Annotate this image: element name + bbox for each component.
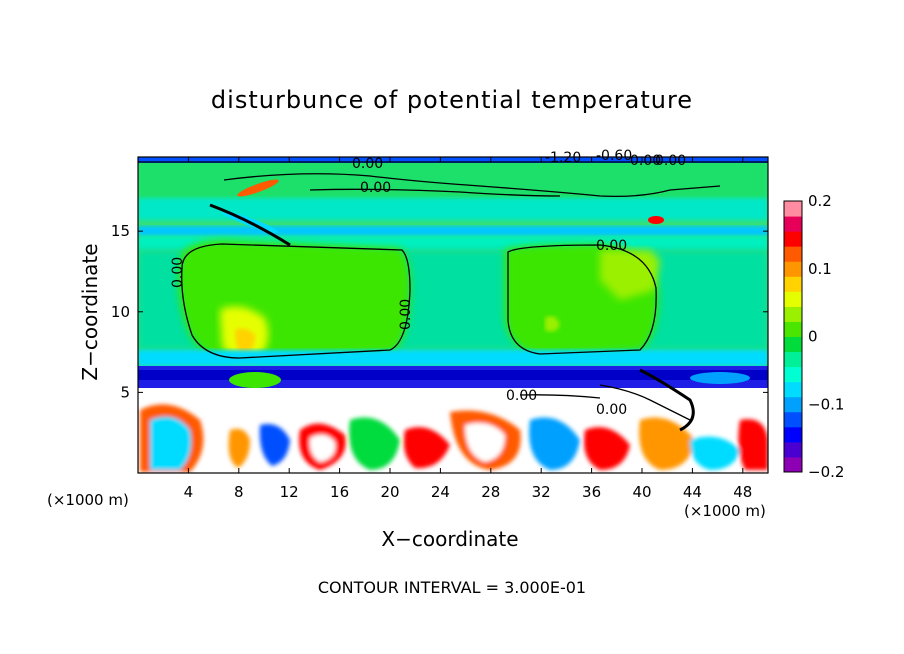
y-tick-label: 15 (111, 222, 130, 240)
x-tick-label: 24 (431, 483, 450, 501)
chart-title: disturbunce of potential temperature (210, 86, 694, 114)
colorbar-swatch (784, 276, 802, 292)
x-tick-label: 40 (632, 483, 651, 501)
x-unit-label-left: (×1000 m) (47, 491, 129, 509)
colorbar-swatch (784, 246, 802, 262)
y-tick-label: 10 (111, 303, 130, 321)
contour-interval-note: CONTOUR INTERVAL = 3.000E-01 (317, 578, 587, 597)
colorbar-swatch (784, 231, 802, 247)
colorbar-swatch (784, 441, 802, 458)
colorbar-label: 0.2 (808, 192, 832, 210)
x-axis-label: X−coordinate (381, 527, 519, 551)
colorbar-swatch (784, 321, 802, 337)
contour-label: 0.00 (506, 388, 537, 404)
colorbar-swatch (784, 336, 802, 353)
colorbar-swatch (784, 261, 802, 277)
colorbar-swatch (784, 396, 802, 413)
colorbar-frame (783, 200, 803, 473)
colorbar-swatch (784, 456, 802, 473)
x-tick-label: 8 (234, 483, 244, 501)
colorbar-swatch (784, 306, 802, 322)
contour-label: -1.20 (545, 150, 581, 166)
contour-label: 0.00 (360, 180, 391, 196)
colorbar-label: 0 (808, 328, 818, 346)
colorbar-swatch (784, 411, 802, 428)
x-tick-label: 16 (330, 483, 349, 501)
x-tick-label: 20 (380, 483, 399, 501)
colorbar-swatch (784, 426, 802, 443)
temperature-field (138, 157, 768, 473)
x-tick-label: 12 (280, 483, 299, 501)
colorbar-label: −0.2 (808, 463, 844, 481)
contour-label: 0.00 (596, 402, 627, 418)
x-tick-label: 48 (733, 483, 752, 501)
contour-label: 0.00 (596, 238, 627, 254)
contour-lines (138, 161, 768, 432)
x-tick-label: 28 (481, 483, 500, 501)
colorbar-swatch (784, 291, 802, 307)
colorbar-label: −0.1 (808, 395, 844, 413)
x-tick-label: 4 (184, 483, 194, 501)
colorbar-swatch (784, 366, 802, 383)
contour-label: 0.00 (352, 156, 383, 172)
x-tick-label: 44 (683, 483, 702, 501)
colorbar-swatch (784, 351, 802, 368)
colorbar-swatch (784, 381, 802, 398)
colorbar: 0.2 0.1 0 −0.1 −0.2 (783, 192, 844, 481)
contour-label-group: 0.00 0.00 0.00 0.00 0.00 0.00 0.00 0.00 -1.20 -0.… (170, 148, 686, 418)
x-tick-label: 36 (582, 483, 601, 501)
x-axis: 4 8 12 16 20 24 28 32 36 40 44 48 (184, 157, 752, 501)
contour-label: 0.00 (655, 153, 686, 169)
y-tick-label: 5 (120, 383, 130, 401)
colorbar-swatch (784, 216, 802, 232)
colorbar-label: 0.1 (808, 260, 832, 278)
x-tick-label: 32 (532, 483, 551, 501)
plot-frame (137, 156, 769, 474)
contour-label: 0.00 (398, 299, 414, 330)
contour-label: -0.60 (596, 148, 632, 164)
x-unit-label-right: (×1000 m) (684, 502, 766, 520)
colorbar-swatch (784, 201, 802, 217)
contour-label: 0.00 (170, 257, 186, 288)
y-axis: 5 10 15 (111, 222, 768, 401)
